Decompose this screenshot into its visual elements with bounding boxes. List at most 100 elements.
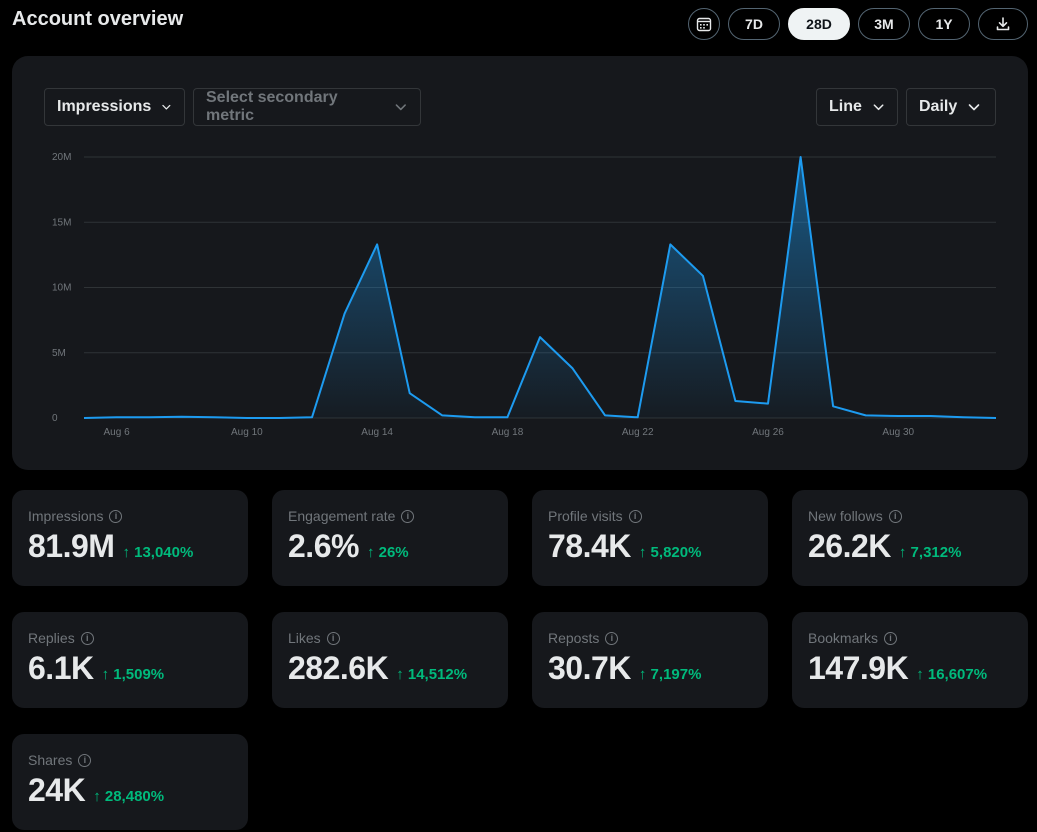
stat-value: 24K <box>28 772 86 808</box>
page-title: Account overview <box>12 8 184 30</box>
chevron-down-icon <box>396 104 407 111</box>
range-1y-button[interactable]: 1Y <box>918 8 970 40</box>
calendar-icon <box>696 17 712 32</box>
stat-value-row: 26.2K ↑ 7,312% <box>808 528 1012 565</box>
stat-change: ↑ 1,509% <box>101 666 165 683</box>
stat-label-row: Profile visits i <box>548 508 752 524</box>
y-tick-label: 20M <box>52 152 71 163</box>
stat-change: ↑ 26% <box>366 544 409 561</box>
stat-label: Likes <box>288 630 321 646</box>
stat-change: ↑ 5,820% <box>638 544 702 561</box>
stat-label: Profile visits <box>548 508 623 524</box>
stat-value-row: 24K ↑ 28,480% <box>28 772 232 809</box>
download-icon <box>996 17 1010 31</box>
stat-label: Replies <box>28 630 75 646</box>
stat-label-row: Shares i <box>28 752 232 768</box>
info-icon[interactable]: i <box>326 631 340 645</box>
series-area <box>84 157 996 418</box>
stat-label: New follows <box>808 508 883 524</box>
stat-value: 147.9K <box>808 650 909 686</box>
stat-label-row: Engagement rate i <box>288 508 492 524</box>
stat-label-row: New follows i <box>808 508 1012 524</box>
chart-type-label: Line <box>829 98 862 115</box>
y-tick-label: 15M <box>52 217 71 228</box>
stat-card[interactable]: New follows i 26.2K ↑ 7,312% <box>792 490 1028 586</box>
stat-label-row: Replies i <box>28 630 232 646</box>
chart-type-select[interactable]: Line <box>816 88 898 126</box>
secondary-metric-select[interactable]: Select secondary metric <box>193 88 421 126</box>
stat-value: 6.1K <box>28 650 94 686</box>
y-tick-label: 0 <box>52 413 58 424</box>
y-tick-label: 5M <box>52 348 66 359</box>
stat-value: 282.6K <box>288 650 389 686</box>
stat-value: 30.7K <box>548 650 631 686</box>
info-icon[interactable]: i <box>884 631 898 645</box>
chevron-down-icon <box>873 104 884 111</box>
stat-change: ↑ 7,312% <box>898 544 962 561</box>
impressions-chart[interactable]: 0 5M 10M 15M 20M Aug 6 Aug 10 Aug 14 Aug 18 Aug 2… <box>12 136 1028 456</box>
series-line <box>83 156 997 419</box>
stat-change: ↑ 7,197% <box>638 666 702 683</box>
stat-change: ↑ 13,040% <box>122 544 194 561</box>
date-range-selector: 7D 28D 3M 1Y <box>688 8 1028 40</box>
download-button[interactable] <box>978 8 1028 40</box>
info-icon[interactable]: i <box>401 509 415 523</box>
stat-card[interactable]: Bookmarks i 147.9K ↑ 16,607% <box>792 612 1028 708</box>
stat-value: 78.4K <box>548 528 631 564</box>
stat-change: ↑ 14,512% <box>396 666 468 683</box>
stat-label-row: Reposts i <box>548 630 752 646</box>
info-icon[interactable]: i <box>605 631 619 645</box>
range-3m-button[interactable]: 3M <box>858 8 910 40</box>
primary-metric-label: Impressions <box>57 98 152 115</box>
x-tick-label: Aug 18 <box>492 427 524 438</box>
stat-card[interactable]: Engagement rate i 2.6% ↑ 26% <box>272 490 508 586</box>
info-icon[interactable]: i <box>888 509 902 523</box>
stat-label-row: Impressions i <box>28 508 232 524</box>
stat-value-row: 78.4K ↑ 5,820% <box>548 528 752 565</box>
stat-card[interactable]: Likes i 282.6K ↑ 14,512% <box>272 612 508 708</box>
range-28d-button[interactable]: 28D <box>788 8 850 40</box>
granularity-select[interactable]: Daily <box>906 88 996 126</box>
stat-label-row: Bookmarks i <box>808 630 1012 646</box>
x-tick-label: Aug 26 <box>752 427 784 438</box>
stat-value: 81.9M <box>28 528 115 564</box>
x-tick-label: Aug 14 <box>361 427 393 438</box>
range-7d-button[interactable]: 7D <box>728 8 780 40</box>
stat-value: 2.6% <box>288 528 359 564</box>
info-icon[interactable]: i <box>109 509 123 523</box>
stat-card[interactable]: Shares i 24K ↑ 28,480% <box>12 734 248 830</box>
stat-card[interactable]: Impressions i 81.9M ↑ 13,040% <box>12 490 248 586</box>
info-icon[interactable]: i <box>78 753 92 767</box>
stat-label: Impressions <box>28 508 104 524</box>
stat-label: Bookmarks <box>808 630 879 646</box>
x-tick-label: Aug 30 <box>882 427 914 438</box>
calendar-button[interactable] <box>688 8 720 40</box>
stat-card[interactable]: Profile visits i 78.4K ↑ 5,820% <box>532 490 768 586</box>
info-icon[interactable]: i <box>80 631 94 645</box>
stat-label: Reposts <box>548 630 600 646</box>
stat-value-row: 6.1K ↑ 1,509% <box>28 650 232 687</box>
stat-card[interactable]: Reposts i 30.7K ↑ 7,197% <box>532 612 768 708</box>
stat-label: Shares <box>28 752 73 768</box>
stat-label: Engagement rate <box>288 508 396 524</box>
stat-card[interactable]: Replies i 6.1K ↑ 1,509% <box>12 612 248 708</box>
stat-value-row: 81.9M ↑ 13,040% <box>28 528 232 565</box>
stat-change: ↑ 28,480% <box>93 788 165 805</box>
x-tick-label: Aug 22 <box>622 427 654 438</box>
x-tick-label: Aug 6 <box>104 427 131 438</box>
secondary-metric-placeholder: Select secondary metric <box>206 89 338 124</box>
stat-change: ↑ 16,607% <box>916 666 988 683</box>
primary-metric-select[interactable]: Impressions <box>44 88 185 126</box>
stat-value-row: 282.6K ↑ 14,512% <box>288 650 492 687</box>
chevron-down-icon <box>968 104 980 111</box>
y-tick-label: 10M <box>52 283 71 294</box>
stat-value-row: 30.7K ↑ 7,197% <box>548 650 752 687</box>
granularity-label: Daily <box>919 98 958 115</box>
stat-value-row: 147.9K ↑ 16,607% <box>808 650 1012 687</box>
info-icon[interactable]: i <box>628 509 642 523</box>
chart-card: Impressions Select secondary metric Line… <box>12 56 1028 470</box>
stat-value-row: 2.6% ↑ 26% <box>288 528 492 565</box>
stat-value: 26.2K <box>808 528 891 564</box>
x-tick-label: Aug 10 <box>231 427 263 438</box>
chevron-down-icon <box>162 104 171 110</box>
